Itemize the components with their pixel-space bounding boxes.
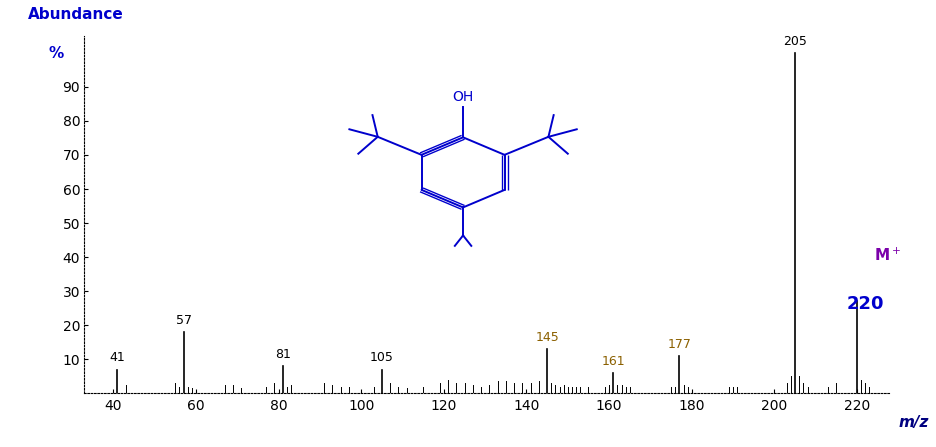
Text: 161: 161 <box>601 355 624 368</box>
Text: 105: 105 <box>370 351 393 364</box>
Text: %: % <box>48 46 64 62</box>
Text: 220: 220 <box>846 295 884 312</box>
Text: 41: 41 <box>110 351 125 364</box>
Text: M$^+$: M$^+$ <box>872 247 899 264</box>
Text: m/z: m/z <box>898 415 928 430</box>
Text: 205: 205 <box>782 35 806 48</box>
Text: Abundance: Abundance <box>28 7 124 22</box>
Text: 145: 145 <box>534 331 559 344</box>
Text: 177: 177 <box>666 338 691 351</box>
Text: 81: 81 <box>274 348 290 361</box>
Text: 57: 57 <box>175 314 191 327</box>
